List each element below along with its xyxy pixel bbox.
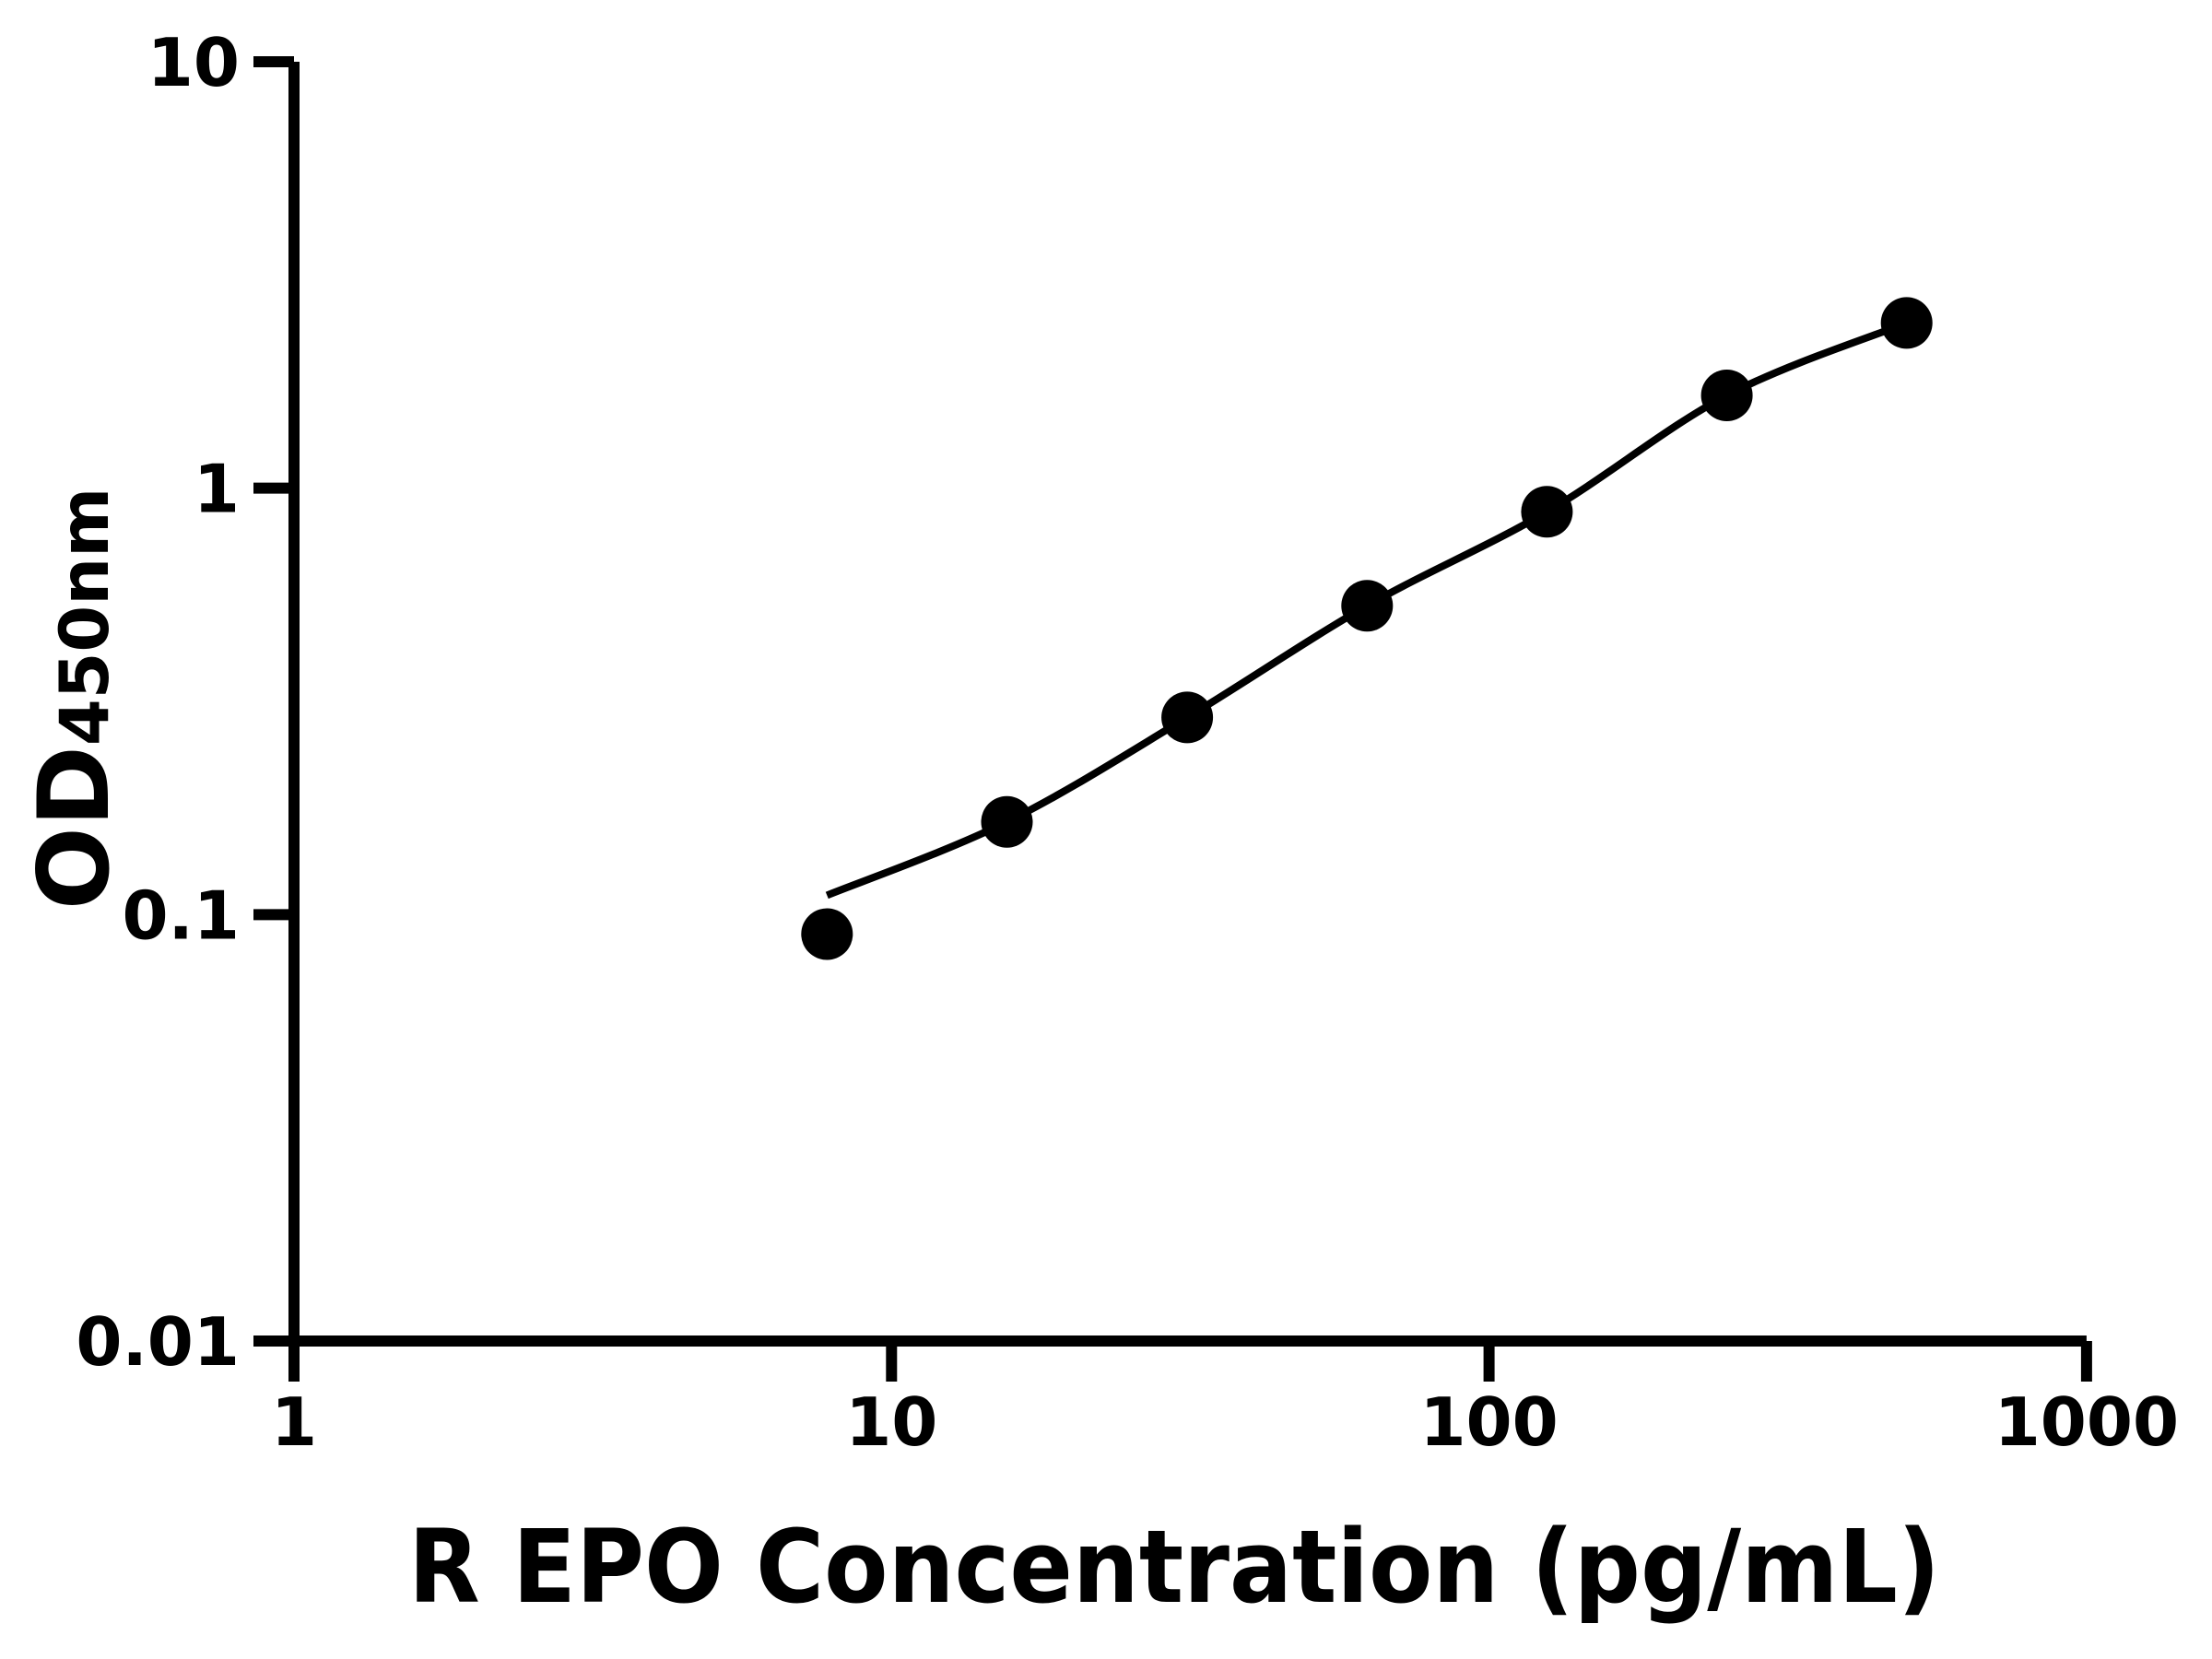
y-tick-label-0.1: 0.1 (122, 877, 240, 954)
x-tick-label-1000: 1000 (1994, 1383, 2179, 1461)
y-tick-labels: 10 1 0.1 0.01 (76, 24, 240, 1381)
data-point-1 (801, 908, 853, 960)
y-tick-label-1: 1 (194, 451, 240, 528)
y-axis-title-subscript: 450nm (46, 488, 124, 746)
data-points (801, 297, 1933, 960)
y-axis-title: OD450nm (18, 488, 131, 911)
x-tick-label-1: 1 (271, 1383, 317, 1461)
axis-ticks (253, 55, 2092, 1382)
data-point-2 (981, 795, 1033, 848)
y-tick-label-10: 10 (147, 24, 240, 101)
x-tick-label-100: 100 (1419, 1383, 1558, 1461)
x-tick-label-10: 10 (845, 1383, 937, 1461)
y-axis-title-main: OD (18, 746, 131, 910)
data-point-3 (1161, 691, 1214, 744)
x-tick-labels: 1 10 100 1000 (271, 1383, 2179, 1461)
data-point-7 (1880, 297, 1933, 349)
data-point-5 (1521, 486, 1573, 538)
data-point-4 (1341, 580, 1394, 632)
y-tick-label-0.01: 0.01 (76, 1303, 240, 1381)
data-point-6 (1700, 370, 1753, 421)
x-axis-title: R EPO Concentration (pg/mL) (408, 1508, 1940, 1626)
